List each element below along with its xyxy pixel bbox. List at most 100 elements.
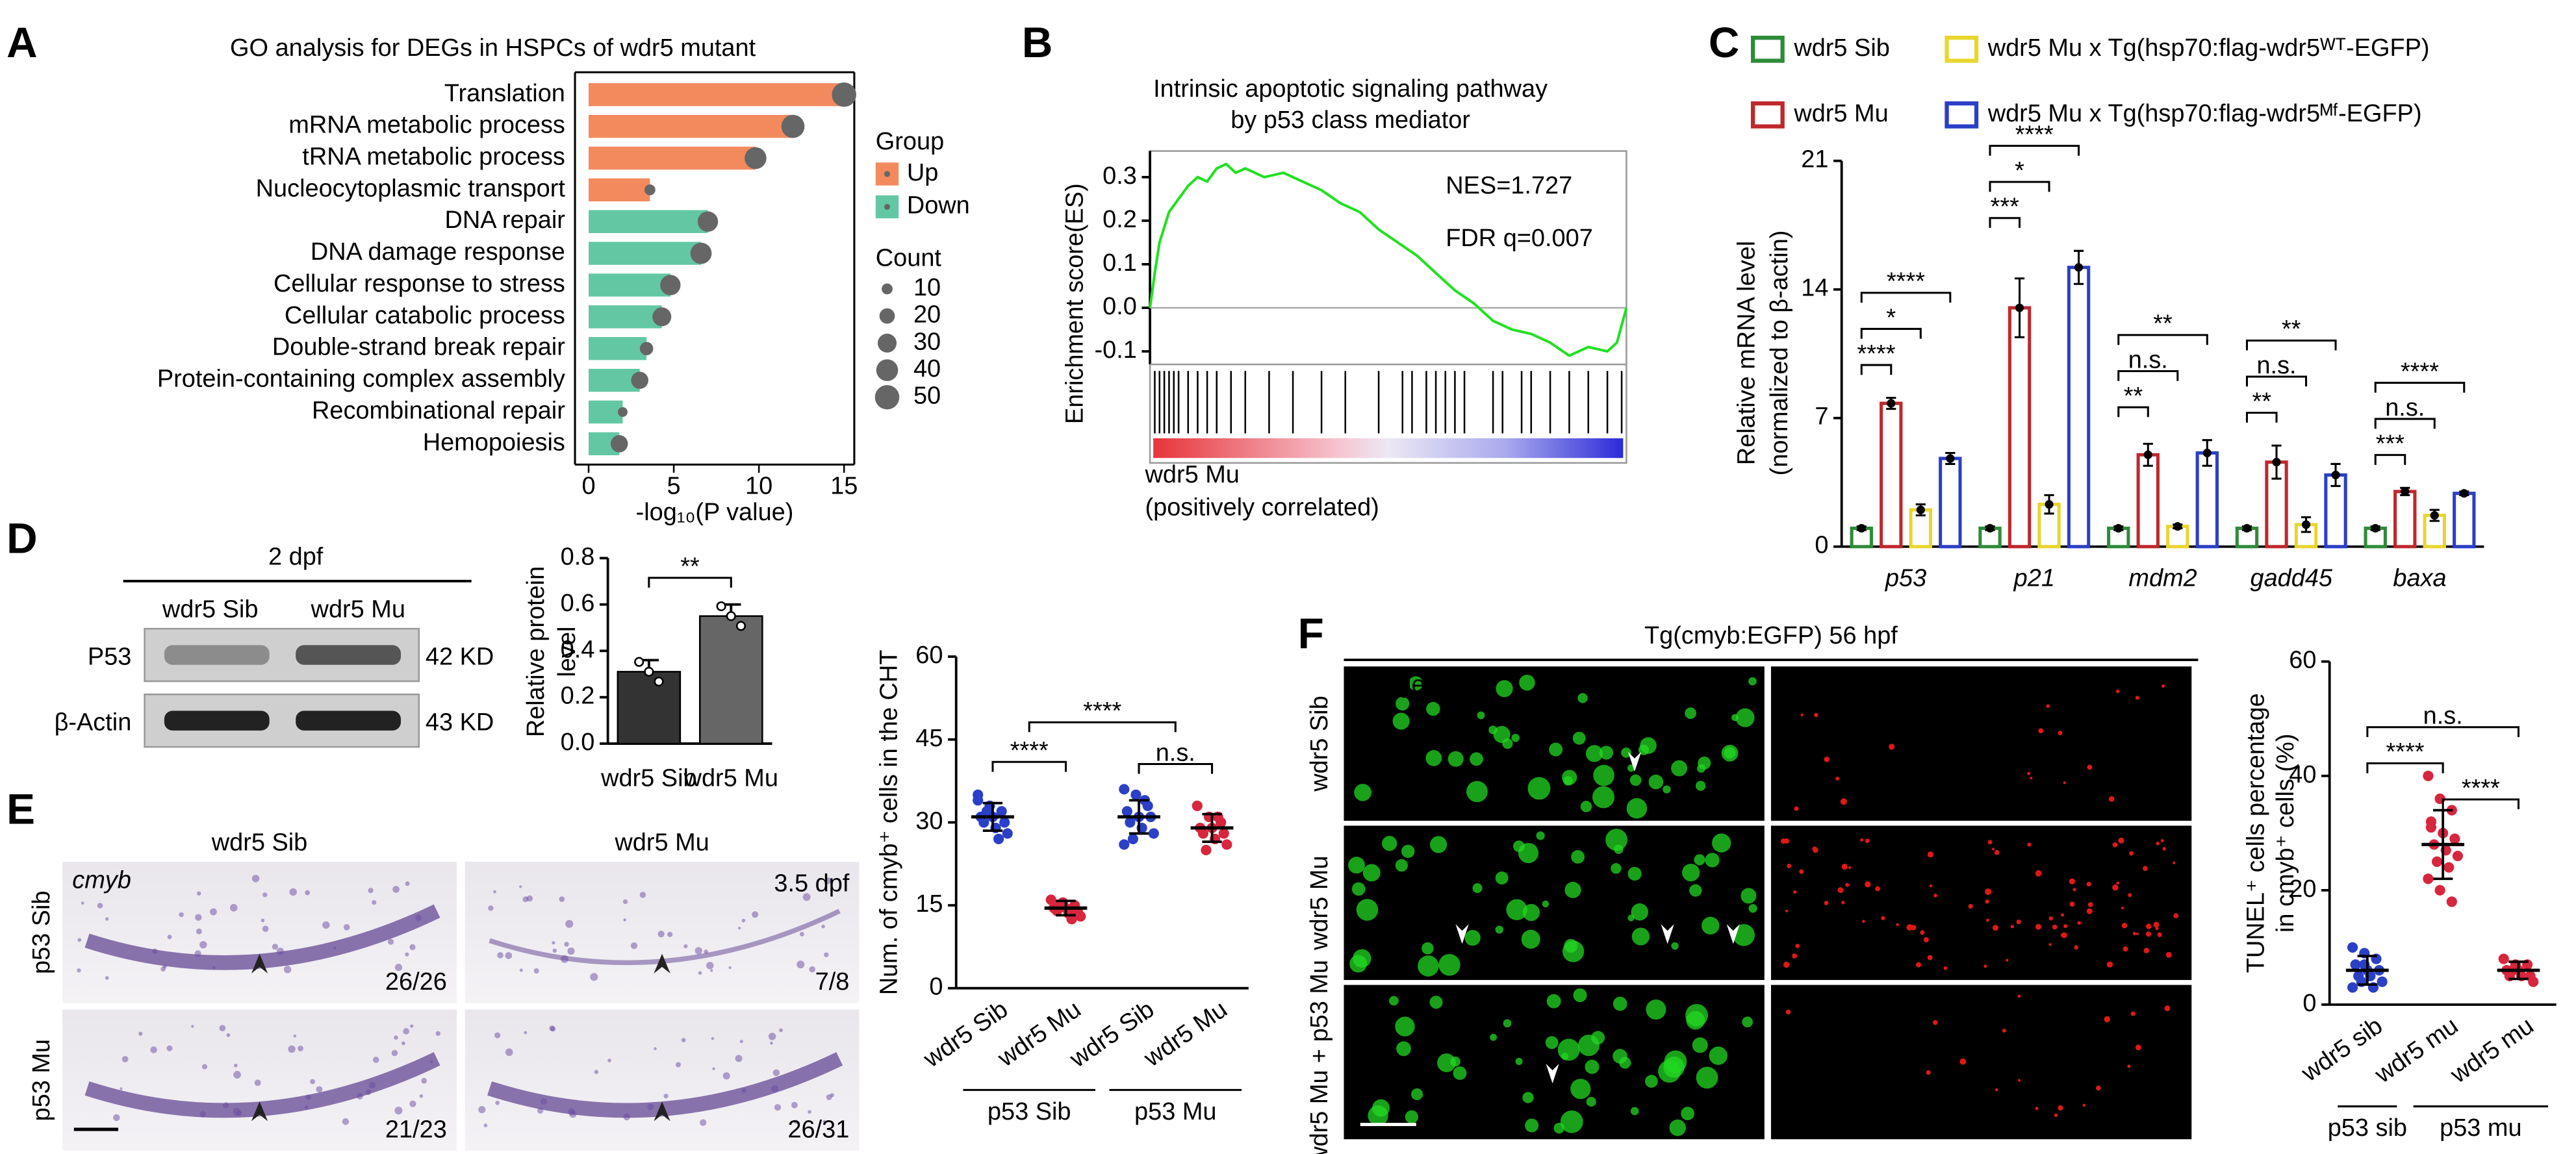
point	[2434, 884, 2445, 896]
ish-cell	[196, 891, 201, 896]
ish-cell	[675, 1062, 682, 1068]
point	[2114, 523, 2123, 533]
significance-bracket	[2245, 375, 2308, 387]
category-label: DNA repair	[444, 207, 565, 234]
gfp-cell	[1685, 707, 1696, 720]
ish-cell	[219, 1025, 226, 1031]
ish-cell	[391, 1049, 398, 1057]
tunel-dot	[2135, 1044, 2141, 1051]
tunel-dot	[2069, 901, 2075, 907]
significance-bracket	[1028, 721, 1177, 733]
tunel-dot	[1920, 930, 1925, 935]
ish-cell	[229, 903, 238, 912]
tunel-dot	[2017, 994, 2021, 998]
tunel-dot	[1799, 869, 1804, 874]
gfp-cell	[1586, 1096, 1596, 1107]
gfp-cell	[1560, 1110, 1583, 1133]
ish-cell	[630, 942, 638, 949]
blot-size-label: 43 KD	[426, 709, 494, 736]
ish-cell	[405, 881, 410, 886]
ish-cell	[594, 1070, 599, 1074]
ish-cell	[289, 888, 297, 896]
ish-cell	[821, 924, 825, 929]
gfp-cell	[1585, 1059, 1600, 1074]
gfp-cell	[1396, 1041, 1411, 1057]
tunel-dot	[2116, 881, 2120, 885]
ish-cell	[97, 903, 103, 909]
gfp-cell	[1562, 940, 1585, 962]
significance-label: ****	[1857, 340, 1896, 368]
gfp-cell	[1564, 881, 1581, 898]
tunel-dot	[1983, 964, 1987, 968]
lane-label: wdr5 Sib	[162, 596, 259, 623]
arrowhead	[251, 953, 268, 973]
tunel-dot	[2161, 684, 2165, 688]
ish-cell	[401, 1041, 405, 1046]
tunel-dot	[1987, 840, 1993, 845]
legend-label: 20	[913, 301, 941, 329]
bar	[1880, 401, 1903, 549]
ish-cell	[356, 1093, 363, 1100]
significance-bracket	[1989, 181, 2050, 192]
arrowhead	[654, 953, 670, 973]
point	[735, 621, 746, 631]
gfp-cell	[1696, 764, 1706, 773]
y-tick-label: 0.0	[1103, 293, 1137, 320]
annotation: NES=1.727	[1446, 172, 1572, 199]
ish-cell	[590, 973, 598, 981]
tunel-dot	[1985, 888, 1992, 896]
ish-cell	[623, 918, 626, 922]
point	[2446, 896, 2457, 907]
significance-bracket	[991, 760, 1067, 772]
point	[2242, 523, 2252, 533]
tunel-dot	[1992, 925, 1998, 931]
gfp-cell	[1522, 1092, 1534, 1103]
ish-cell	[505, 1048, 513, 1057]
count-dot	[610, 435, 628, 453]
significance-bracket	[2366, 726, 2520, 737]
tunel-dot	[2127, 1064, 2131, 1068]
point	[1127, 833, 1139, 845]
legend-label: 40	[913, 355, 941, 383]
gfp-cell	[1512, 840, 1525, 852]
tunel-dot	[2136, 932, 2139, 935]
ish-cell	[199, 941, 207, 949]
point	[2431, 856, 2443, 867]
bar	[589, 273, 670, 297]
sd-bar	[2508, 960, 2529, 981]
ish-cell	[120, 1087, 123, 1090]
count-dot	[697, 211, 719, 232]
ish-cell	[791, 1101, 798, 1109]
point	[1857, 523, 1866, 533]
x-tick-label: p53	[1885, 564, 1926, 592]
point	[1121, 806, 1132, 817]
significance-bracket	[1860, 327, 1922, 339]
point	[634, 657, 644, 667]
tunel-dot	[2069, 878, 2075, 884]
gfp-cell	[1663, 785, 1671, 794]
point	[2202, 448, 2212, 458]
point	[2301, 520, 2311, 529]
significance-label: ***	[1991, 194, 2020, 221]
tunel-dot	[2123, 946, 2128, 952]
ish-cell	[741, 1088, 746, 1094]
legend-label: Down	[907, 192, 970, 220]
tunel-dot	[2135, 696, 2139, 700]
panel-letter: A	[6, 18, 37, 66]
ish-cell	[261, 918, 265, 923]
es-curve	[1149, 162, 1628, 358]
ish-cell	[752, 911, 759, 918]
tunel-dot	[1814, 712, 1818, 718]
ish-cell	[405, 952, 409, 957]
category-label: Translation	[444, 80, 565, 107]
ish-cell	[565, 920, 574, 928]
point	[981, 806, 992, 817]
point	[999, 817, 1010, 828]
significance-bracket	[648, 577, 732, 588]
ish-cell	[772, 1069, 780, 1077]
x-tick-label: mdm2	[2128, 564, 2197, 592]
x-tick-label: wdr5 Mu	[1139, 996, 1232, 1072]
ish-cell	[199, 1111, 206, 1118]
y-tick-label: 20	[2289, 875, 2316, 903]
point	[2528, 976, 2539, 987]
